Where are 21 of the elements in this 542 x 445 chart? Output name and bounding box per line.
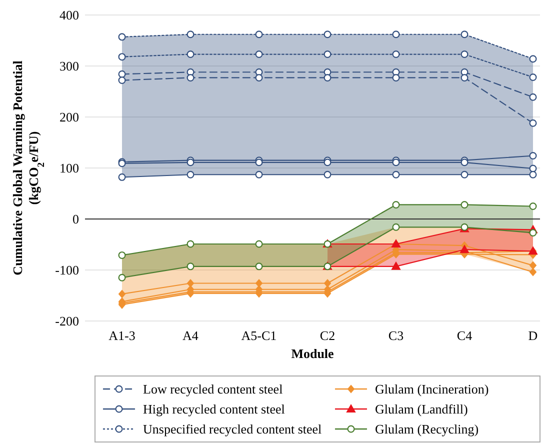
legend-label: Glulam (Recycling) <box>375 422 479 437</box>
legend-label: High recycled content steel <box>143 402 286 417</box>
x-tick-label: D <box>528 328 538 343</box>
y-tick-label: 0 <box>72 212 79 227</box>
y-tick-label: 400 <box>60 8 79 23</box>
y-tick-label: 100 <box>60 160 79 176</box>
y-tick-label: -100 <box>55 262 79 278</box>
y-tick-label: 300 <box>60 58 79 74</box>
legend-label: Glulam (Incineration) <box>375 382 489 397</box>
x-tick-label: C3 <box>388 328 404 343</box>
x-tick-label: A5-C1 <box>241 328 277 343</box>
legend-label: Glulam (Landfill) <box>375 402 468 417</box>
legend-label: Unspecified recycled content steel <box>143 422 322 437</box>
y-tick-label: 200 <box>60 110 79 125</box>
x-axis-title: Module <box>291 346 334 361</box>
x-tick-label: C2 <box>320 328 336 343</box>
y-tick-label: -200 <box>55 314 79 329</box>
x-tick-label: A4 <box>182 328 199 343</box>
x-tick-label: C4 <box>456 328 473 343</box>
x-tick-label: A1-3 <box>108 328 136 343</box>
legend-label: Low recycled content steel <box>143 382 284 397</box>
